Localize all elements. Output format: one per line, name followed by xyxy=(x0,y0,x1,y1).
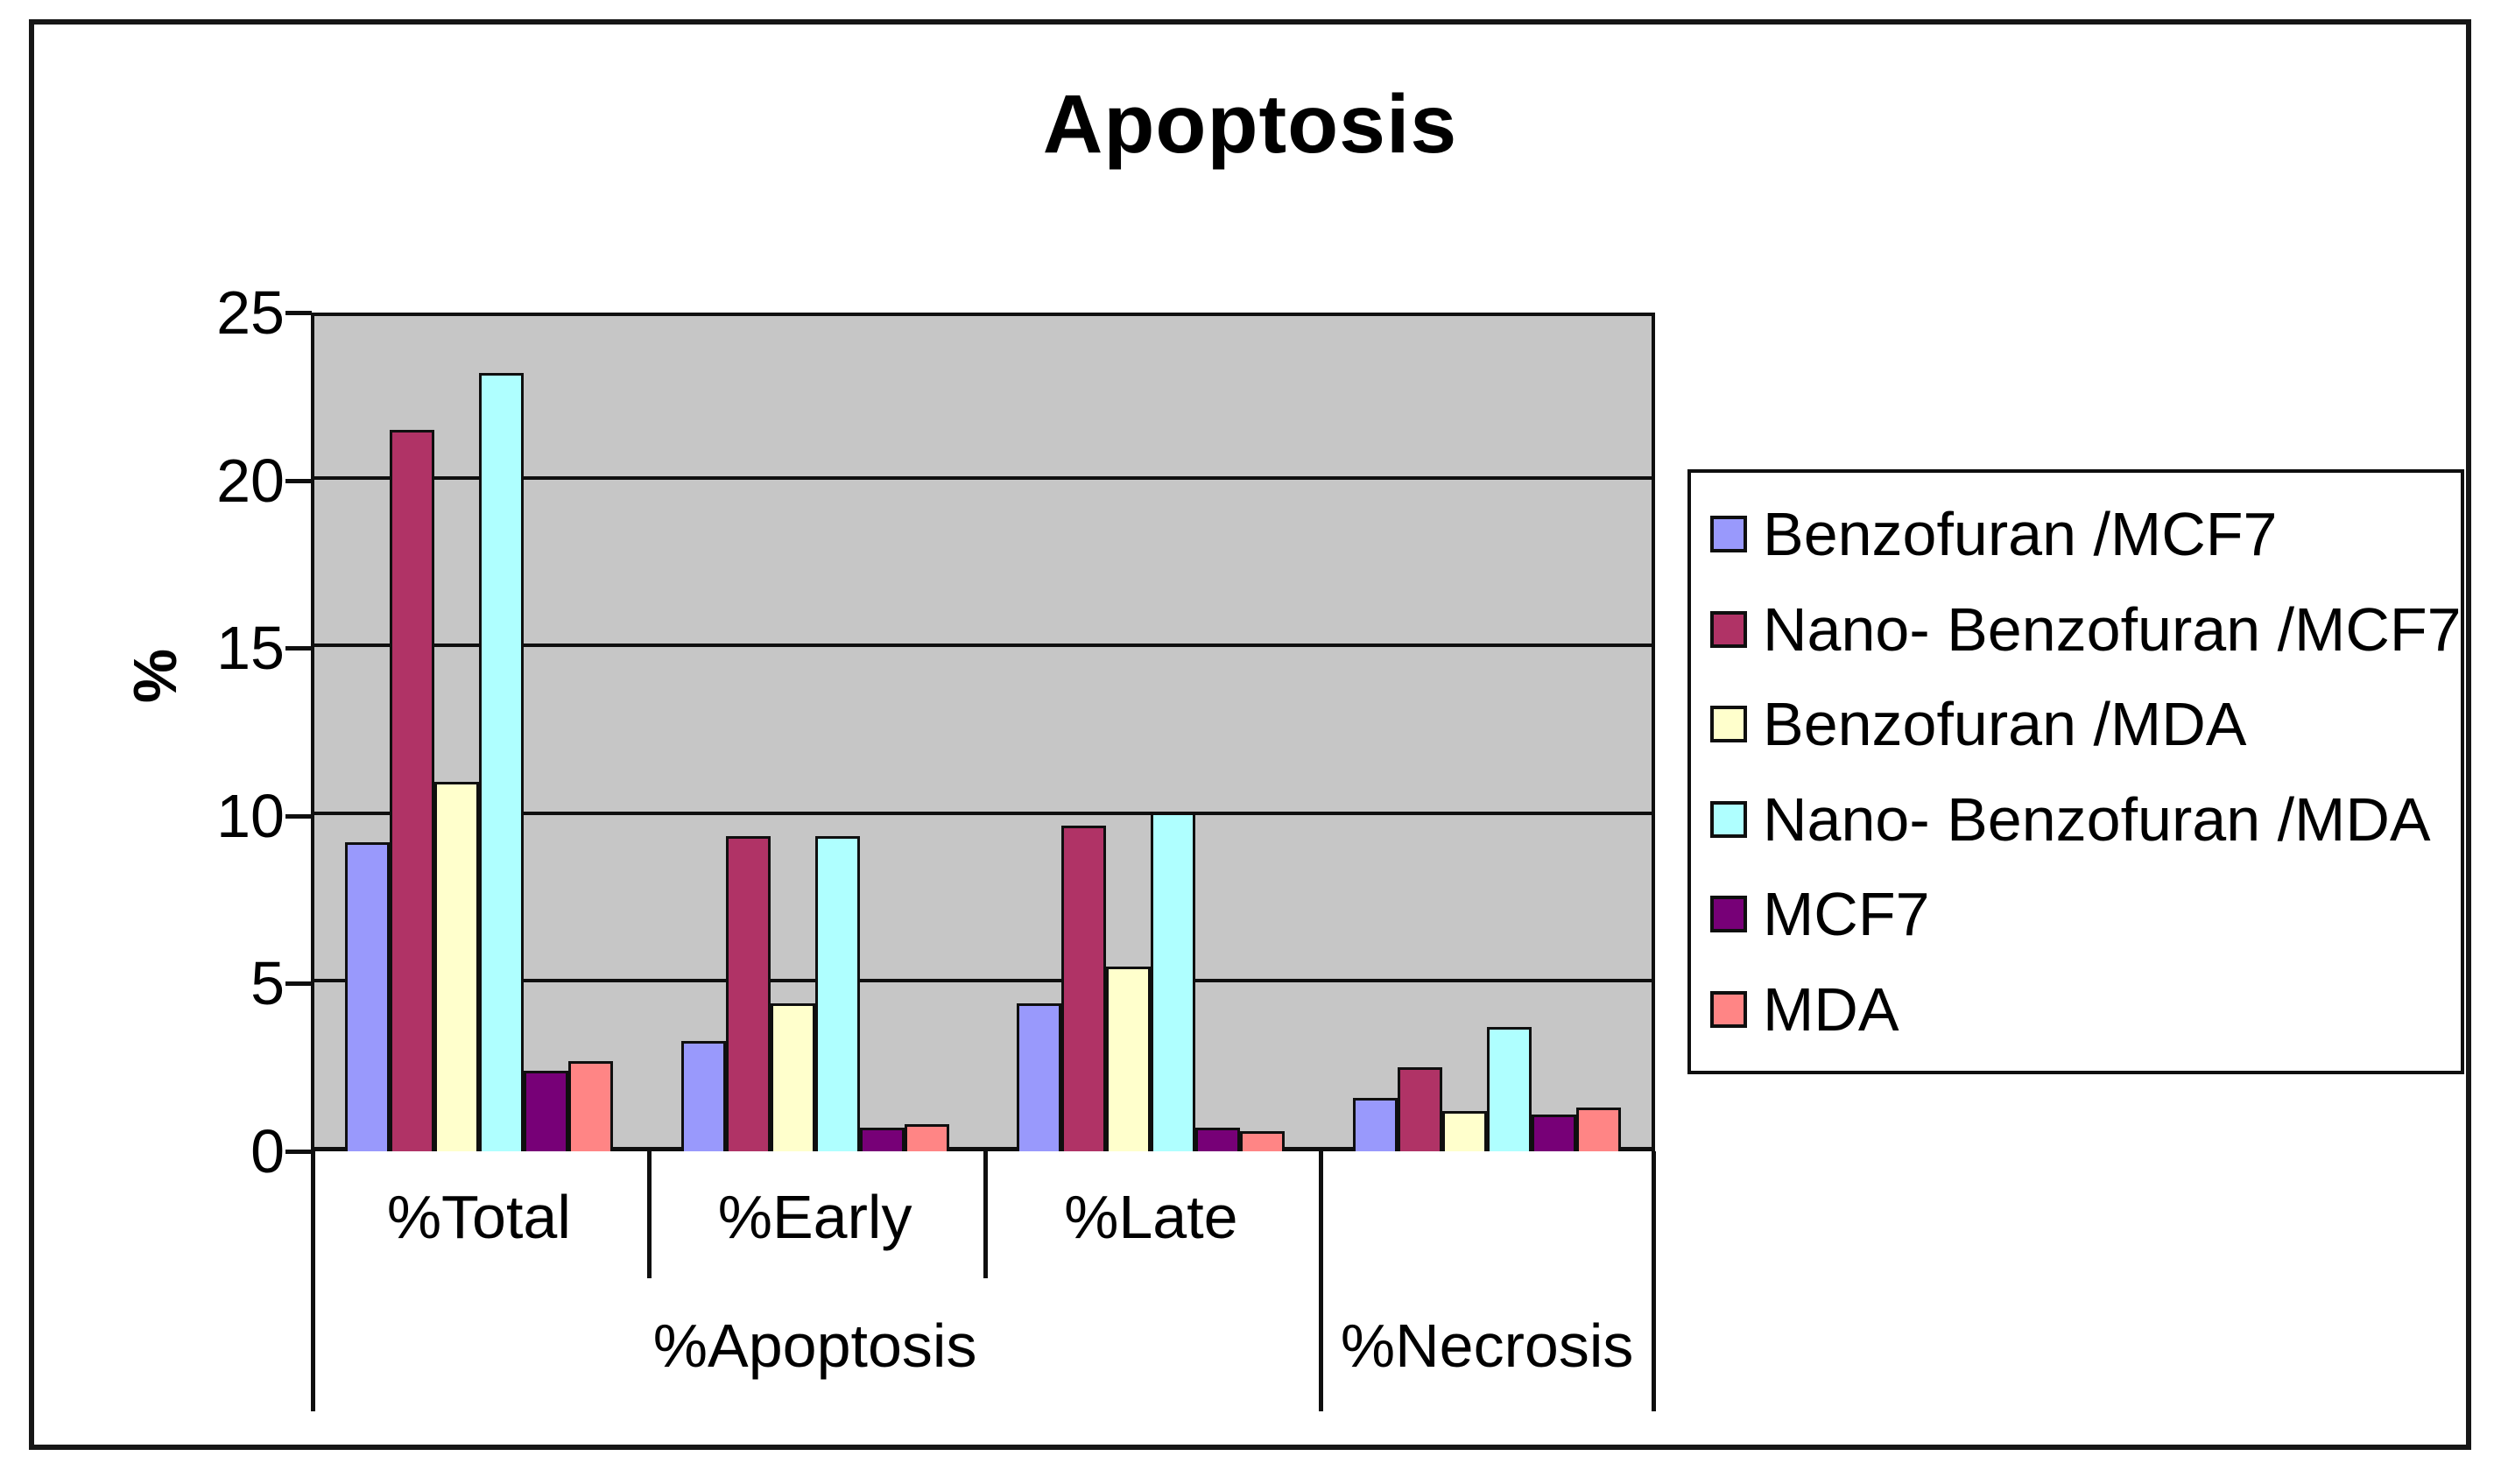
bar xyxy=(680,1041,726,1151)
gridline-10 xyxy=(314,812,1652,815)
y-tick-label: 20 xyxy=(216,447,285,515)
bar xyxy=(725,836,771,1151)
legend-label: Benzofuran /MCF7 xyxy=(1763,500,2278,568)
bar-group-%Early xyxy=(647,313,983,1151)
y-tick-mark xyxy=(285,981,312,986)
chart-title: Apoptosis xyxy=(1042,78,1458,171)
x-category-label: %Early xyxy=(717,1182,912,1251)
bar xyxy=(1240,1131,1286,1151)
bar xyxy=(859,1128,905,1151)
y-tick-label: 15 xyxy=(216,614,285,682)
bar xyxy=(1398,1067,1443,1151)
bar xyxy=(1061,826,1107,1151)
x-category-label xyxy=(1319,1153,1655,1280)
legend-item: Nano- Benzofuran /MCF7 xyxy=(1710,594,2462,665)
legend: Benzofuran /MCF7 Nano- Benzofuran /MCF7 Be… xyxy=(1687,469,2464,1074)
gridline-20 xyxy=(314,476,1652,480)
axis-divider xyxy=(1652,1151,1656,1411)
bar xyxy=(1017,1003,1062,1151)
y-tick-label: 5 xyxy=(250,949,285,1017)
bar-group-%Late xyxy=(983,313,1320,1151)
axis-divider xyxy=(1319,1151,1323,1411)
bar xyxy=(1442,1111,1488,1151)
bar xyxy=(1532,1115,1577,1151)
legend-swatch xyxy=(1710,990,1747,1028)
bar xyxy=(523,1071,568,1151)
legend-swatch xyxy=(1710,610,1747,648)
gridline-5 xyxy=(314,979,1652,982)
bar xyxy=(567,1061,613,1151)
legend-item: Nano- Benzofuran /MDA xyxy=(1710,784,2441,855)
legend-label: MCF7 xyxy=(1763,880,1930,949)
bar xyxy=(478,373,524,1151)
axis-divider xyxy=(647,1151,652,1278)
y-tick-label: 0 xyxy=(250,1117,285,1185)
bar xyxy=(1151,812,1196,1151)
legend-swatch xyxy=(1710,800,1747,838)
y-tick-label: 10 xyxy=(216,782,285,850)
bar xyxy=(1487,1027,1532,1151)
bar xyxy=(814,836,860,1151)
legend-item: MDA xyxy=(1710,974,2441,1044)
legend-swatch xyxy=(1710,896,1747,933)
legend-label: Nano- Benzofuran /MCF7 xyxy=(1763,594,2462,664)
bar xyxy=(1353,1098,1398,1151)
plot-area xyxy=(311,313,1655,1151)
legend-swatch xyxy=(1710,516,1747,552)
x-group-label: %Apoptosis xyxy=(652,1312,977,1380)
y-tick-label: 25 xyxy=(216,278,285,347)
y-tick-mark xyxy=(285,814,312,819)
bar xyxy=(389,430,434,1151)
bar xyxy=(770,1003,815,1151)
bar xyxy=(1106,967,1152,1151)
gridline-15 xyxy=(314,644,1652,647)
y-tick-mark xyxy=(285,646,312,651)
axis-divider xyxy=(983,1151,988,1278)
y-tick-mark xyxy=(285,479,312,483)
legend-swatch xyxy=(1710,706,1747,743)
bar-group-%Total xyxy=(311,313,647,1151)
x-category-label: %Total xyxy=(386,1182,571,1251)
axis-divider xyxy=(311,1151,315,1411)
bar-group-%Necrosis xyxy=(1319,313,1655,1151)
x-group-label: %Necrosis xyxy=(1340,1312,1634,1380)
legend-item: MCF7 xyxy=(1710,879,2441,949)
legend-item: Benzofuran /MDA xyxy=(1710,689,2441,759)
x-category-label: %Late xyxy=(1064,1182,1238,1251)
legend-label: Benzofuran /MDA xyxy=(1763,690,2247,759)
legend-item: Benzofuran /MCF7 xyxy=(1710,499,2441,569)
legend-label: Nano- Benzofuran /MDA xyxy=(1763,784,2431,854)
y-tick-mark xyxy=(285,1150,312,1154)
y-tick-mark xyxy=(285,311,312,315)
bar xyxy=(1576,1108,1622,1151)
bar xyxy=(904,1124,949,1151)
bar xyxy=(344,842,390,1151)
bar xyxy=(433,782,479,1151)
legend-label: MDA xyxy=(1763,974,1899,1044)
bar xyxy=(1195,1128,1241,1151)
